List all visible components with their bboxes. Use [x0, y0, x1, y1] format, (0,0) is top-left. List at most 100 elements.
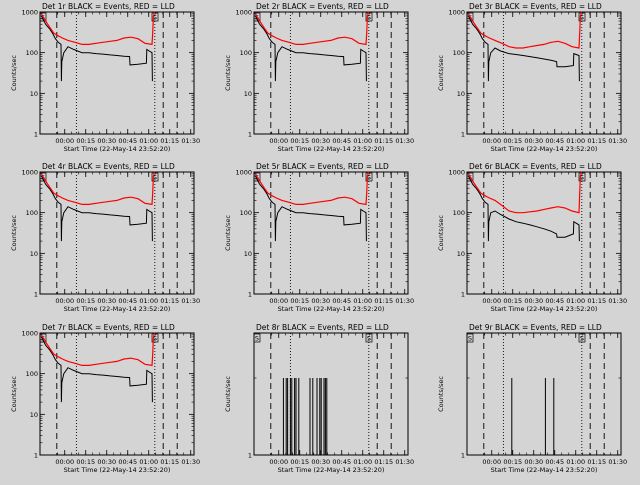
y-tick-label: 100 — [26, 370, 38, 378]
y-tick-label: 1 — [461, 452, 465, 460]
y-tick-label: 10 — [244, 90, 252, 98]
series-line-lld — [467, 11, 583, 49]
y-tick-label: 1000 — [21, 330, 38, 338]
x-axis-label: Start Time (22-May-14 23:52:20) — [491, 305, 598, 313]
panel-det-3: Det 3r BLACK = Events, RED = LLD 1 10 100 10… — [437, 2, 627, 153]
y-axis-label: Counts/sec — [437, 215, 445, 251]
y-tick-label: 1 — [248, 291, 252, 299]
plot-title: Det 9r BLACK = Events, RED = LLD — [469, 323, 602, 332]
x-tick-label: 00:00 — [55, 458, 74, 466]
panel-det-8: Det 8r BLACK = Events, RED = LLD 1 Counts/… — [224, 323, 414, 474]
x-tick-label: 00:15 — [503, 458, 522, 466]
x-tick-label: 00:15 — [76, 297, 95, 305]
series-line-events — [467, 175, 580, 242]
x-tick-label: 00:00 — [482, 297, 501, 305]
x-tick-label: 01:15 — [587, 297, 606, 305]
flag-label: S — [468, 335, 472, 343]
x-tick-label: 00:30 — [97, 458, 116, 466]
flag-box — [466, 333, 474, 343]
y-axis-label: Counts/sec — [224, 376, 232, 412]
x-axis-label: Start Time (22-May-14 23:52:20) — [64, 305, 171, 313]
y-tick-label: 1000 — [448, 9, 465, 17]
x-axis-label: Start Time (22-May-14 23:52:20) — [64, 145, 171, 153]
panel-det-4: Det 4r BLACK = Events, RED = LLD 1 10 100 10… — [10, 162, 200, 313]
series-line-events — [40, 15, 153, 82]
y-tick-label: 100 — [240, 49, 252, 57]
x-tick-label: 00:30 — [524, 297, 543, 305]
x-tick-label: 01:00 — [139, 297, 158, 305]
x-tick-label: 00:15 — [76, 458, 95, 466]
flag-label: S — [580, 14, 584, 22]
series-line-lld — [254, 11, 370, 46]
flag-box — [253, 333, 261, 343]
x-axis-label: Start Time (22-May-14 23:52:20) — [278, 466, 385, 474]
x-tick-label: 00:30 — [311, 137, 330, 145]
x-tick-label: 01:00 — [566, 137, 585, 145]
x-tick-label: 00:30 — [311, 458, 330, 466]
series-line-lld — [254, 171, 370, 206]
x-tick-label: 01:30 — [608, 297, 627, 305]
x-tick-label: 00:15 — [503, 137, 522, 145]
flag-label: S — [153, 174, 157, 182]
plot-title: Det 6r BLACK = Events, RED = LLD — [469, 162, 602, 171]
plot-frame — [253, 171, 409, 295]
y-tick-label: 10 — [30, 411, 38, 419]
flag-box — [39, 333, 47, 343]
plot-frame — [253, 332, 409, 456]
y-tick-label: 1 — [461, 291, 465, 299]
x-tick-label: 01:30 — [181, 297, 200, 305]
plot-frame — [39, 11, 195, 135]
x-tick-label: 00:00 — [55, 297, 74, 305]
x-tick-label: 00:00 — [269, 458, 288, 466]
plot-title: Det 2r BLACK = Events, RED = LLD — [256, 2, 389, 11]
x-tick-label: 00:15 — [290, 458, 309, 466]
x-tick-label: 00:15 — [290, 297, 309, 305]
x-tick-label: 01:15 — [160, 458, 179, 466]
x-tick-label: 01:30 — [181, 137, 200, 145]
flag-label: S — [580, 174, 584, 182]
panel-det-7: Det 7r BLACK = Events, RED = LLD 1 10 100 10… — [10, 323, 200, 474]
plot-frame — [39, 332, 195, 456]
series-line-events — [467, 15, 580, 82]
x-tick-label: 00:30 — [524, 137, 543, 145]
flag-box — [578, 333, 586, 343]
plot-title: Det 7r BLACK = Events, RED = LLD — [42, 323, 175, 332]
y-tick-label: 1000 — [21, 9, 38, 17]
x-tick-label: 01:30 — [608, 137, 627, 145]
y-axis-label: Counts/sec — [437, 55, 445, 91]
x-tick-label: 00:30 — [524, 458, 543, 466]
y-tick-label: 100 — [453, 209, 465, 217]
flag-label: S — [367, 335, 371, 343]
series-line-events — [40, 336, 153, 403]
x-tick-label: 00:00 — [55, 137, 74, 145]
y-tick-label: 1000 — [21, 169, 38, 177]
y-tick-label: 1 — [34, 291, 38, 299]
flag-label: S — [153, 14, 157, 22]
y-axis-label: Counts/sec — [437, 376, 445, 412]
flag-label: S — [367, 14, 371, 22]
y-tick-label: 10 — [457, 90, 465, 98]
panel-det-6: Det 6r BLACK = Events, RED = LLD 1 10 100 10… — [437, 162, 627, 313]
x-tick-label: 01:00 — [353, 297, 372, 305]
x-tick-label: 00:45 — [545, 297, 564, 305]
panel-det-5: Det 5r BLACK = Events, RED = LLD 1 10 100 10… — [224, 162, 414, 313]
y-tick-label: 1000 — [235, 9, 252, 17]
plot-title: Det 5r BLACK = Events, RED = LLD — [256, 162, 389, 171]
x-tick-label: 00:15 — [290, 137, 309, 145]
x-tick-label: 01:00 — [566, 297, 585, 305]
flag-label: S — [367, 174, 371, 182]
y-tick-label: 100 — [240, 209, 252, 217]
panel-det-9: Det 9r BLACK = Events, RED = LLD 1 Counts/… — [437, 323, 627, 474]
plot-frame — [466, 332, 622, 456]
flag-box — [39, 172, 47, 182]
x-axis-label: Start Time (22-May-14 23:52:20) — [491, 145, 598, 153]
x-tick-label: 01:00 — [566, 458, 585, 466]
y-tick-label: 10 — [30, 250, 38, 258]
flag-box — [39, 12, 47, 22]
series-line-events — [254, 175, 367, 242]
x-axis-label: Start Time (22-May-14 23:52:20) — [278, 305, 385, 313]
y-axis-label: Counts/sec — [224, 55, 232, 91]
x-tick-label: 00:30 — [311, 297, 330, 305]
flag-box — [253, 12, 261, 22]
flag-box — [253, 172, 261, 182]
